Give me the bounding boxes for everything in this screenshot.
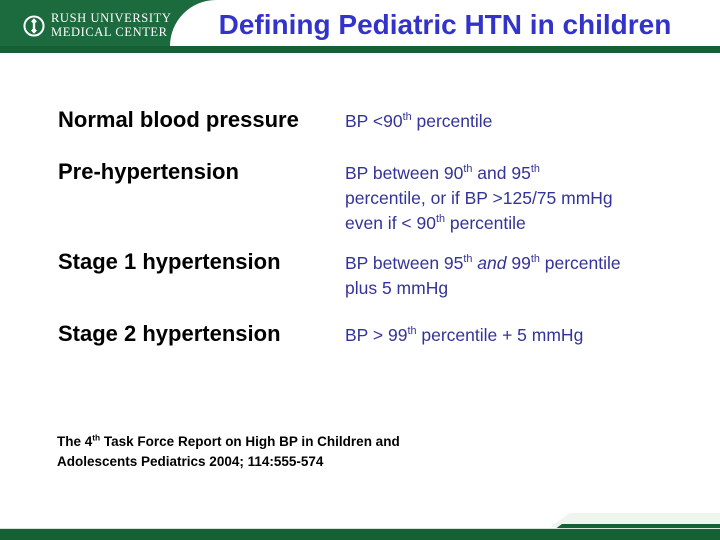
row-description: BP <90th percentile bbox=[345, 109, 705, 134]
desc-line: percentile, or if BP >125/75 mmHg bbox=[345, 186, 705, 211]
citation-line-1: The 4th Task Force Report on High BP in … bbox=[57, 432, 400, 452]
row-description: BP between 90th and 95th percentile, or … bbox=[345, 161, 705, 236]
row-label: Normal blood pressure bbox=[58, 107, 299, 132]
superscript: th bbox=[530, 163, 540, 176]
row-label: Stage 2 hypertension bbox=[58, 321, 281, 346]
logo-text-line1: RUSH UNIVERSITY bbox=[51, 11, 172, 25]
desc-segment: 99 bbox=[511, 253, 531, 273]
citation-line-2: Adolescents Pediatrics 2004; 114:555-574 bbox=[57, 454, 324, 469]
desc-segment: BP <90 bbox=[345, 111, 403, 131]
desc-segment: plus 5 mmHg bbox=[345, 278, 449, 298]
row-label: Stage 1 hypertension bbox=[58, 249, 281, 274]
desc-segment: percentile bbox=[411, 111, 493, 131]
citation: The 4th Task Force Report on High BP in … bbox=[57, 432, 400, 472]
citation-segment: Task Force Report on High BP in Children… bbox=[100, 434, 400, 449]
desc-segment: percentile, or if BP >125/75 mmHg bbox=[345, 188, 613, 208]
rush-logo: RUSH UNIVERSITY MEDICAL CENTER bbox=[23, 11, 172, 39]
superscript: th bbox=[530, 253, 540, 266]
row-description: BP > 99th percentile + 5 mmHg bbox=[345, 323, 705, 348]
logo-text: RUSH UNIVERSITY MEDICAL CENTER bbox=[51, 11, 172, 39]
desc-segment-italic: and bbox=[472, 253, 512, 273]
superscript: th bbox=[92, 432, 101, 443]
desc-line: BP > 99th percentile + 5 mmHg bbox=[345, 323, 705, 348]
desc-segment: BP between 90 bbox=[345, 163, 464, 183]
bottom-bar bbox=[0, 529, 720, 540]
desc-segment: percentile + 5 mmHg bbox=[416, 325, 584, 345]
page-title: Defining Pediatric HTN in children bbox=[218, 8, 672, 40]
desc-line: BP between 95th and 99th percentile bbox=[345, 251, 705, 276]
superscript: th bbox=[463, 163, 473, 176]
logo-text-line2: MEDICAL CENTER bbox=[51, 24, 168, 39]
desc-segment: BP > 99 bbox=[345, 325, 408, 345]
desc-segment: even if < 90 bbox=[345, 213, 436, 233]
desc-segment: and 95 bbox=[472, 163, 531, 183]
desc-segment: BP between 95 bbox=[345, 253, 464, 273]
bottom-right-shadow bbox=[550, 513, 720, 527]
desc-segment: percentile bbox=[445, 213, 526, 233]
row-label: Pre-hypertension bbox=[58, 159, 239, 184]
desc-line: plus 5 mmHg bbox=[345, 276, 705, 301]
desc-line: BP <90th percentile bbox=[345, 109, 705, 134]
row-description: BP between 95th and 99th percentile plus… bbox=[345, 251, 705, 301]
superscript: th bbox=[402, 111, 412, 124]
desc-line: even if < 90th percentile bbox=[345, 211, 705, 236]
superscript: th bbox=[435, 213, 446, 226]
header-divider-bar bbox=[0, 46, 720, 53]
desc-segment: percentile bbox=[539, 253, 621, 273]
desc-line: BP between 90th and 95th bbox=[345, 161, 705, 186]
superscript: th bbox=[463, 253, 473, 266]
citation-segment: The 4 bbox=[57, 434, 93, 449]
title-bar: Defining Pediatric HTN in children bbox=[170, 0, 720, 46]
rush-circle-icon bbox=[23, 14, 45, 37]
superscript: th bbox=[407, 325, 417, 338]
